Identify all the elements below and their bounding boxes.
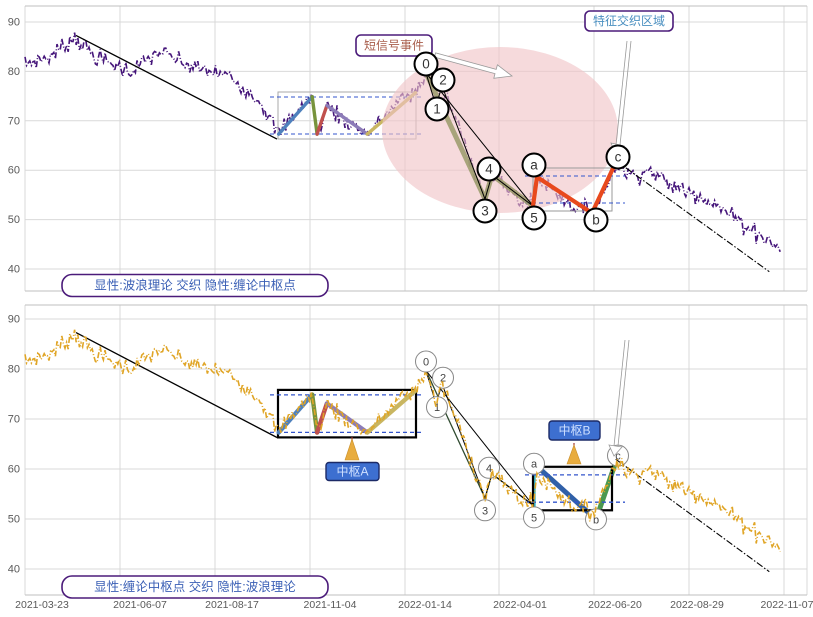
svg-text:60: 60 bbox=[8, 165, 20, 177]
svg-text:特征交织区域: 特征交织区域 bbox=[593, 13, 665, 28]
svg-text:40: 40 bbox=[8, 264, 20, 276]
svg-text:0: 0 bbox=[423, 357, 429, 369]
svg-text:3: 3 bbox=[482, 505, 488, 517]
svg-text:短信号事件: 短信号事件 bbox=[364, 39, 424, 53]
svg-text:40: 40 bbox=[8, 564, 20, 576]
svg-text:a: a bbox=[531, 459, 538, 471]
svg-text:5: 5 bbox=[530, 211, 538, 226]
svg-text:80: 80 bbox=[8, 364, 20, 376]
svg-text:5: 5 bbox=[531, 512, 537, 524]
svg-text:4: 4 bbox=[485, 162, 493, 177]
svg-text:3: 3 bbox=[481, 204, 489, 219]
svg-text:2021-11-04: 2021-11-04 bbox=[304, 599, 357, 611]
svg-text:2: 2 bbox=[439, 73, 447, 88]
svg-text:90: 90 bbox=[8, 314, 20, 326]
svg-text:1: 1 bbox=[433, 102, 441, 117]
svg-text:中枢A: 中枢A bbox=[336, 464, 368, 479]
svg-text:c: c bbox=[615, 150, 622, 165]
svg-text:70: 70 bbox=[8, 115, 20, 127]
svg-text:a: a bbox=[530, 158, 538, 173]
svg-text:60: 60 bbox=[8, 464, 20, 476]
svg-text:2022-01-14: 2022-01-14 bbox=[398, 599, 452, 611]
svg-text:0: 0 bbox=[422, 57, 430, 72]
svg-text:2021-06-07: 2021-06-07 bbox=[113, 599, 167, 611]
svg-text:2022-08-29: 2022-08-29 bbox=[670, 599, 724, 611]
svg-text:2022-06-20: 2022-06-20 bbox=[588, 599, 642, 611]
svg-text:中枢B: 中枢B bbox=[558, 423, 590, 438]
svg-text:显性:波浪理论 交织 隐性:缠论中枢点: 显性:波浪理论 交织 隐性:缠论中枢点 bbox=[94, 278, 295, 293]
svg-text:50: 50 bbox=[8, 514, 20, 526]
svg-text:50: 50 bbox=[8, 214, 20, 226]
svg-text:2021-03-23: 2021-03-23 bbox=[15, 599, 69, 611]
svg-text:2021-08-17: 2021-08-17 bbox=[205, 599, 259, 611]
svg-text:显性:缠论中枢点 交织 隐性:波浪理论: 显性:缠论中枢点 交织 隐性:波浪理论 bbox=[94, 579, 296, 594]
svg-text:70: 70 bbox=[8, 414, 20, 426]
svg-text:2022-04-01: 2022-04-01 bbox=[493, 599, 547, 611]
svg-text:2022-11-07: 2022-11-07 bbox=[761, 599, 813, 611]
svg-text:90: 90 bbox=[8, 17, 20, 29]
svg-text:b: b bbox=[592, 213, 600, 228]
svg-text:80: 80 bbox=[8, 66, 20, 78]
